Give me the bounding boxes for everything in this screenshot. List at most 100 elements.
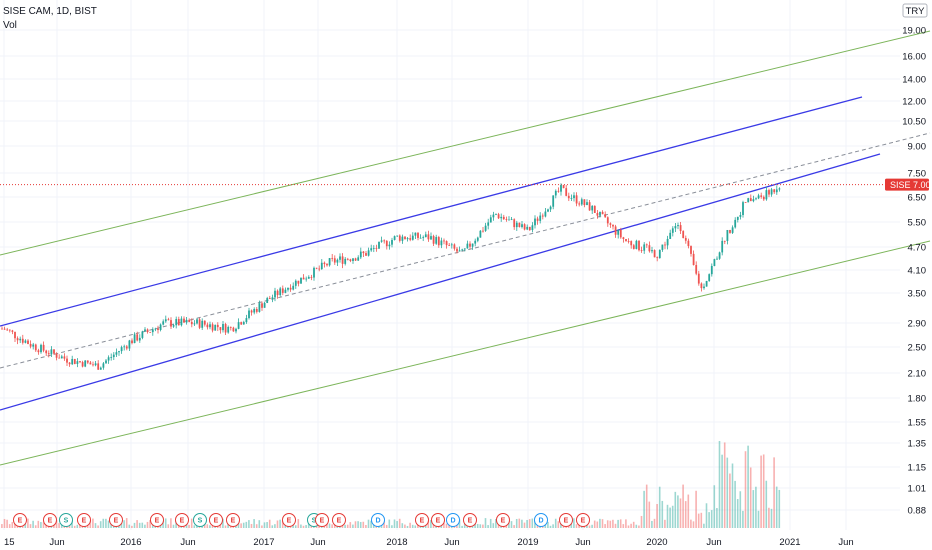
event-marker-label: S	[312, 518, 317, 525]
candle-body	[170, 320, 172, 327]
volume-bar	[385, 524, 388, 528]
y-tick-label: 2.10	[908, 369, 927, 380]
candle-body	[677, 225, 679, 227]
candle-body	[747, 198, 750, 203]
candle-body	[89, 362, 92, 365]
candle-body	[671, 228, 674, 233]
event-marker-label: E	[420, 518, 425, 525]
volume-bar	[138, 522, 141, 528]
candle-body	[734, 219, 737, 228]
symbol-title[interactable]: SISE CAM, 1D, BIST	[3, 6, 97, 17]
volume-bar	[482, 524, 484, 528]
event-marker-label: E	[501, 518, 506, 525]
volume-bar	[770, 508, 773, 528]
event-marker-circle	[446, 513, 460, 527]
candle-body	[292, 285, 295, 290]
candle-body	[487, 222, 490, 226]
volume-bar	[432, 523, 435, 528]
candle-body	[24, 340, 27, 343]
candle-body	[502, 216, 505, 220]
volume-bar	[713, 485, 716, 528]
candle-body	[630, 241, 633, 246]
candle-body	[432, 236, 435, 244]
volume-bar	[588, 525, 591, 528]
volume-bar	[601, 519, 604, 528]
volume-bar	[131, 525, 133, 528]
candle-body	[705, 280, 708, 287]
candle-body	[32, 344, 35, 347]
candle-body	[6, 329, 9, 331]
candle-body	[401, 236, 404, 241]
volume-label[interactable]: Vol	[3, 20, 17, 31]
volume-bar	[617, 519, 619, 528]
event-marker-label: D	[375, 518, 380, 525]
volume-bar	[248, 520, 250, 528]
candle-body	[396, 235, 399, 237]
candle-body	[261, 303, 263, 308]
candle-body	[552, 195, 555, 207]
candle-body	[185, 319, 188, 323]
event-marker-label: E	[468, 518, 473, 525]
candle-body	[669, 232, 672, 239]
event-marker-label: D	[538, 518, 543, 525]
volume-bar	[211, 525, 214, 528]
last-price-tag	[885, 178, 929, 191]
volume-bar	[92, 518, 94, 528]
volume-bar	[739, 491, 742, 528]
candle-body	[183, 318, 185, 323]
currency-box	[902, 3, 928, 18]
lower-outer-trend-line	[0, 240, 931, 466]
candle-body	[554, 190, 557, 196]
x-tick-label: 2016	[120, 537, 141, 548]
volume-bar	[344, 524, 346, 528]
volume-bar	[697, 513, 700, 528]
volume-bar	[170, 518, 172, 528]
volume-bar	[573, 518, 575, 528]
volume-bar	[190, 518, 193, 528]
candle-body	[417, 232, 419, 238]
candle-body	[713, 259, 716, 266]
volume-bar	[536, 525, 539, 528]
candle-body	[567, 195, 570, 199]
volume-bar	[302, 525, 305, 528]
candle-body	[120, 347, 123, 352]
volume-bar	[404, 524, 406, 528]
candle-body	[73, 358, 76, 364]
volume-bar	[742, 510, 744, 528]
candle-body	[313, 267, 315, 278]
axes: 19.00 16.00 14.00 12.00 10.50 9.00 7.50 6.50 5.5…	[4, 3, 931, 548]
candle-body	[144, 329, 146, 332]
candle-body	[651, 250, 653, 252]
volume-bar	[534, 519, 536, 528]
event-marker-label: E	[337, 518, 342, 525]
candle-body	[281, 288, 284, 293]
volume-bar	[669, 507, 671, 528]
volume-bar	[521, 519, 523, 528]
candle-body	[388, 244, 391, 247]
candle-body	[586, 202, 588, 206]
candle-body	[406, 238, 409, 240]
candle-body	[92, 364, 94, 366]
candle-body	[643, 244, 646, 251]
volume-bar	[458, 519, 461, 528]
volume-bar	[695, 490, 697, 528]
candle-body	[229, 326, 232, 328]
candle-body	[8, 329, 11, 331]
upper-channel-line	[0, 96, 863, 327]
candle-body	[97, 363, 100, 370]
candle-body	[154, 328, 157, 330]
candle-body	[209, 324, 211, 328]
candle-body	[484, 225, 487, 231]
last-price-label: SISE 7.00	[890, 180, 931, 190]
candle-body	[11, 330, 14, 332]
candle-body	[55, 353, 58, 358]
candle-body	[612, 224, 614, 227]
volume-bar	[86, 525, 89, 528]
volume-bar	[606, 520, 609, 528]
volume-bar	[255, 524, 258, 528]
candle-body	[323, 262, 326, 265]
volume-bar	[125, 518, 128, 528]
volume-bar	[29, 524, 32, 528]
candle-body	[362, 251, 365, 254]
